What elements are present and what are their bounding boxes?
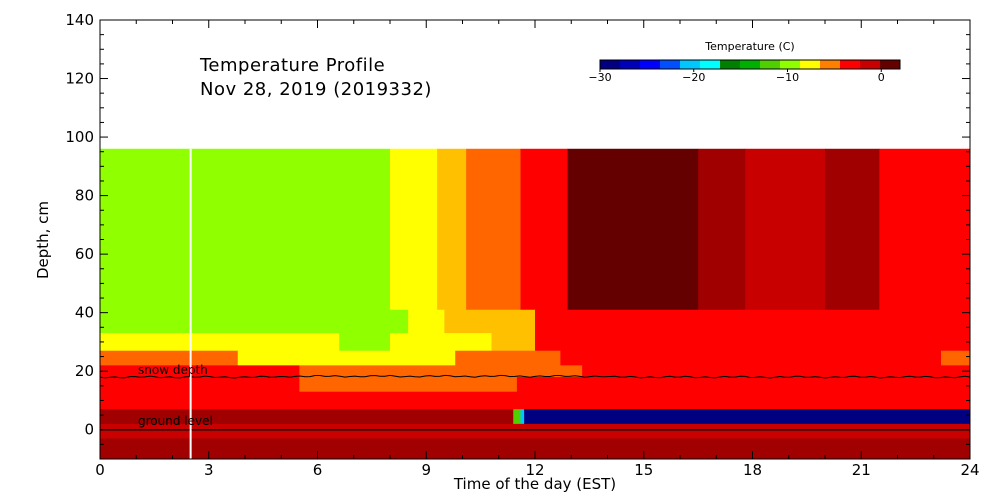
heatmap-cell-0-2: [437, 148, 467, 311]
heatmap-cell-6-0: [100, 391, 971, 410]
colorbar-cell: [700, 60, 721, 69]
heatmap-cell-1-2: [444, 309, 536, 334]
snow-depth-line: [99, 374, 971, 379]
y-tick-label: 80: [75, 187, 94, 205]
y-tick-label: 20: [75, 362, 94, 380]
y-tick-label: 40: [75, 304, 94, 322]
annotation-lines: [99, 148, 971, 459]
colorbar-cell: [620, 60, 641, 69]
y-tick-label: 0: [84, 421, 94, 439]
heatmap-cell-7-1: [513, 409, 521, 425]
heatmap-cell-0-4: [520, 148, 569, 311]
colorbar: Temperature (C) −30 −20 −10 0: [588, 40, 901, 84]
heatmap-cell-0-8: [825, 148, 880, 311]
colorbar-tick-label: −10: [776, 71, 799, 84]
colorbar-tick-label: −30: [588, 71, 611, 84]
heatmap-layer: [100, 148, 971, 460]
heatmap-cell-2-1: [339, 333, 391, 352]
heatmap-cell-2-0: [100, 333, 340, 352]
heatmap-cell-5-2: [516, 377, 971, 393]
heatmap-cell-7-3: [524, 409, 971, 425]
heatmap-cell-3-0: [100, 350, 239, 366]
colorbar-cell: [860, 60, 881, 69]
y-tick-label: 100: [65, 128, 94, 146]
colorbar-cell: [600, 60, 621, 69]
heatmap-cell-4-1: [299, 365, 583, 378]
colorbar-cell: [720, 60, 741, 69]
colorbar-cell: [800, 60, 821, 69]
x-axis-label: Time of the day (EST): [453, 475, 616, 493]
colorbar-title: Temperature (C): [704, 40, 794, 53]
colorbar-cell: [840, 60, 861, 69]
colorbar-cell: [780, 60, 801, 69]
colorbar-tick-label: 0: [878, 71, 885, 84]
colorbar-cell: [640, 60, 661, 69]
colorbar-ticks: −30 −20 −10 0: [588, 69, 885, 84]
heatmap-cell-2-4: [535, 333, 971, 352]
chart-subtitle: Nov 28, 2019 (2019332): [200, 79, 432, 100]
y-axis-label: Depth, cm: [34, 201, 52, 279]
y-axis: 0 20 40 60 80 100 120 140: [65, 11, 970, 460]
x-tick-label: 24: [960, 461, 979, 479]
heatmap-cell-3-4: [941, 350, 971, 366]
colorbar-frame: [599, 59, 901, 70]
heatmap-cell-7-2: [520, 409, 525, 425]
x-tick-label: 15: [634, 461, 653, 479]
colorbar-tick-label: −20: [682, 71, 705, 84]
y-tick-label: 60: [75, 245, 94, 263]
heatmap-cell-8-0: [100, 423, 971, 439]
colorbar-cell: [880, 60, 901, 69]
colorbar-cell: [820, 60, 841, 69]
y-tick-label: 120: [65, 70, 94, 88]
heatmap-cell-2-3: [491, 333, 536, 352]
colorbar-cell: [680, 60, 701, 69]
x-tick-label: 18: [743, 461, 762, 479]
heatmap-cell-0-3: [466, 148, 521, 311]
heatmap-cell-4-2: [582, 365, 971, 378]
heatmap-cell-0-5: [567, 148, 699, 311]
heatmap-cell-1-3: [535, 309, 971, 334]
snow-depth-label: snow depth: [138, 363, 208, 377]
y-tick-label: 140: [65, 11, 94, 29]
heatmap-cell-0-0: [100, 148, 391, 311]
x-tick-label: 21: [852, 461, 871, 479]
ground-level-label: ground level: [138, 414, 213, 428]
colorbar-cells: [600, 60, 901, 69]
colorbar-cell: [660, 60, 681, 69]
heatmap-cell-0-1: [390, 148, 438, 311]
colorbar-cell: [740, 60, 761, 69]
heatmap-cell-5-1: [299, 377, 518, 393]
heatmap-cell-7-0: [100, 409, 514, 425]
x-tick-label: 6: [313, 461, 323, 479]
heatmap-cell-5-0: [100, 377, 300, 393]
heatmap-cell-0-9: [879, 148, 971, 311]
heatmap-cell-0-7: [745, 148, 826, 311]
colorbar-cell: [760, 60, 781, 69]
heatmap-cell-3-2: [455, 350, 561, 366]
x-tick-label: 3: [204, 461, 214, 479]
x-tick-label: 9: [421, 461, 431, 479]
chart-title: Temperature Profile: [199, 55, 385, 76]
heatmap-cell-0-6: [698, 148, 746, 311]
x-tick-label: 0: [95, 461, 105, 479]
heatmap-cell-3-3: [560, 350, 942, 366]
heatmap-cell-3-1: [237, 350, 456, 366]
heatmap-cell-2-2: [390, 333, 492, 352]
x-axis: 0 3 6 9 12 15 18 21 24: [95, 20, 980, 479]
heatmap-cell-4-0: [100, 365, 300, 378]
heatmap-cell-1-0: [100, 309, 409, 334]
heatmap-cell-1-1: [408, 309, 445, 334]
x-tick-label: 12: [525, 461, 544, 479]
